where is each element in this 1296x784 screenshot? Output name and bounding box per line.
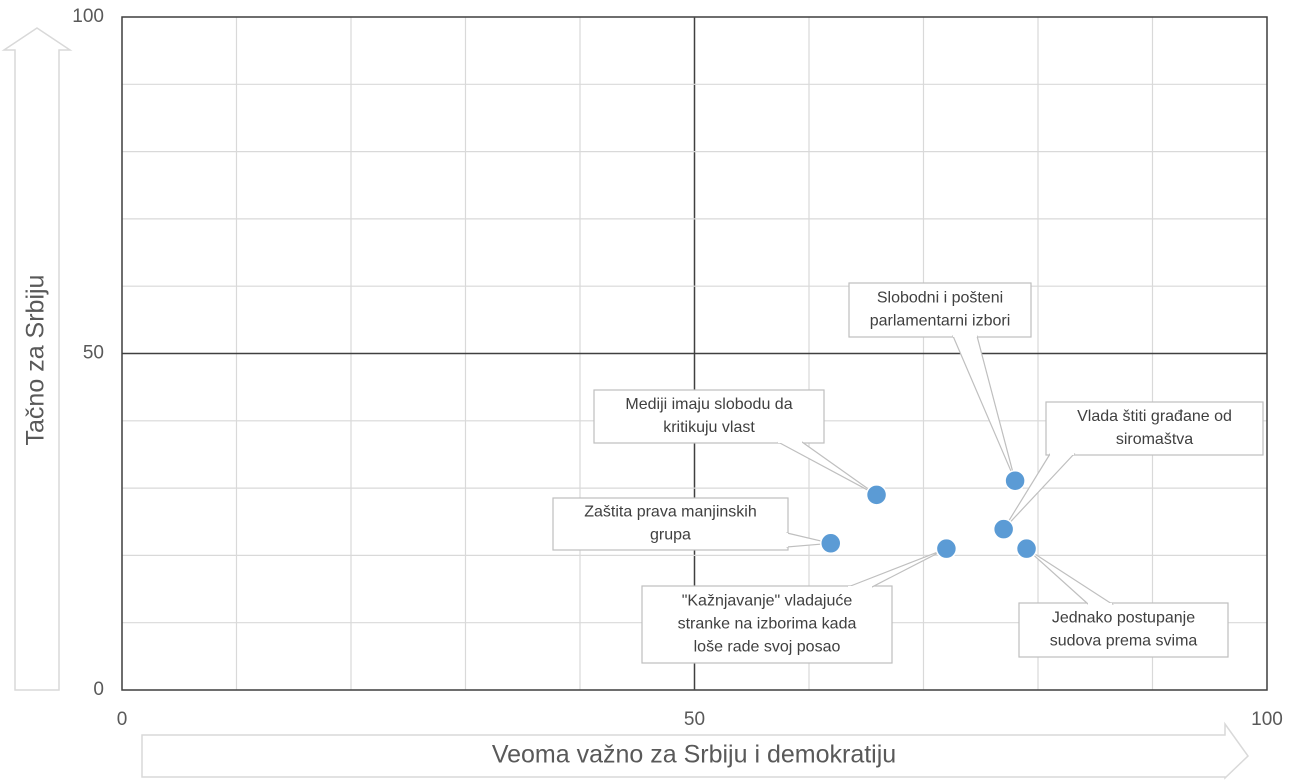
- y-axis-arrow: [1, 27, 73, 691]
- callout-box: [552, 497, 789, 551]
- data-label: sudova prema svima: [1050, 633, 1198, 650]
- point: [992, 518, 1015, 540]
- data-label: loše rade svoj posao: [694, 639, 841, 656]
- data-label: Jednako postupanje: [1052, 610, 1195, 627]
- callout-box: [593, 389, 825, 444]
- callout-pointer: [1003, 453, 1076, 530]
- x-tick-label: 50: [684, 709, 705, 730]
- callout-box: [641, 585, 893, 664]
- point: [1004, 469, 1026, 492]
- callout-box: [1045, 401, 1264, 456]
- y-tick-label: 0: [93, 679, 104, 700]
- point: [820, 532, 842, 555]
- data-label: Slobodni i pošteni: [877, 290, 1003, 307]
- data-label: siromaštva: [1116, 431, 1193, 448]
- callout-box: [848, 282, 1032, 338]
- point: [935, 537, 958, 560]
- point: [1015, 537, 1038, 560]
- x-axis-title: Veoma važno za Srbiju i demokratiju: [492, 741, 896, 769]
- data-label: "Kažnjavanje" vladajuće: [682, 593, 853, 610]
- data-label: Mediji imaju slobodu da: [625, 396, 792, 413]
- data-label: kritikuju vlast: [663, 419, 755, 436]
- callout-pointer: [952, 335, 1016, 481]
- data-label: stranke na izborima kada: [678, 616, 857, 633]
- y-axis-title: Tačno za Srbiju: [22, 275, 50, 446]
- x-tick-label: 100: [1251, 709, 1283, 730]
- x-tick-label: 0: [117, 709, 128, 730]
- data-label: Zaštita prava manjinskih: [584, 504, 757, 521]
- callout-pointer: [1026, 548, 1115, 605]
- y-tick-label: 100: [72, 6, 104, 27]
- y-tick-label: 50: [83, 343, 104, 364]
- point: [865, 484, 888, 506]
- x-axis-arrow: [141, 721, 1249, 780]
- callout-pointer: [847, 548, 947, 588]
- callout-box: [1018, 602, 1229, 658]
- data-label: parlamentarni izbori: [870, 313, 1011, 330]
- data-label: grupa: [650, 527, 691, 544]
- data-label: Vlada štiti građane od: [1077, 408, 1232, 425]
- plot-frame: [121, 16, 1268, 691]
- callout-pointer: [777, 441, 877, 496]
